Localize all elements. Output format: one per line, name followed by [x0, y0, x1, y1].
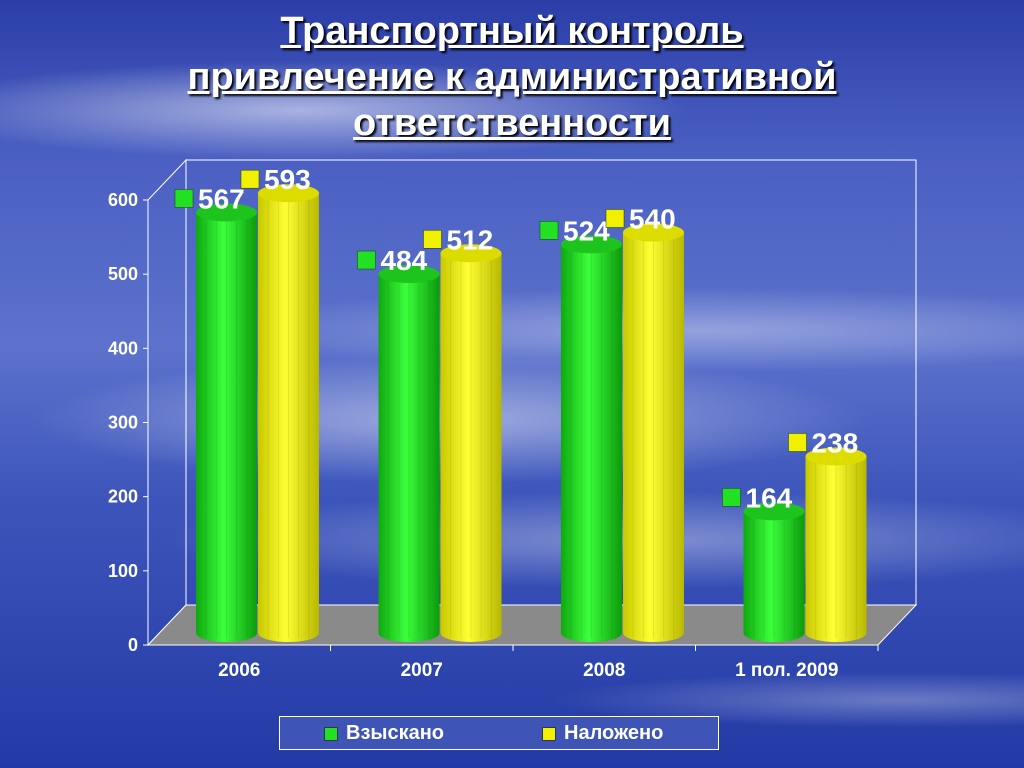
- data-label: 238: [812, 427, 859, 458]
- bar-nalozheno: [623, 232, 684, 642]
- title-line-2: привлечение к административной: [187, 56, 837, 98]
- title-line-1: Транспортный контроль: [280, 10, 744, 52]
- bar-vzyskano: [196, 212, 257, 642]
- data-label: 524: [563, 215, 610, 246]
- x-tick-label: 2006: [218, 660, 260, 681]
- x-tick-label: 2007: [401, 660, 443, 681]
- y-tick-label: 600: [108, 190, 138, 210]
- bar-nalozheno: [258, 193, 319, 643]
- data-label-marker-yellow: [240, 169, 260, 189]
- y-tick-label: 300: [108, 413, 138, 433]
- data-label: 484: [381, 245, 428, 276]
- bar-top-nalozheno: [258, 184, 319, 203]
- data-label-marker-green: [174, 189, 194, 208]
- bar-vzyskano: [378, 274, 440, 642]
- data-label: 512: [447, 224, 494, 255]
- y-tick-label: 0: [128, 635, 138, 655]
- legend-label-yellow: Наложено: [564, 722, 664, 744]
- bar-nalozheno: [805, 456, 867, 642]
- data-label: 164: [746, 482, 793, 513]
- data-label-marker-yellow: [788, 433, 807, 452]
- bar-top-vzyskano: [196, 203, 257, 222]
- bar-vzyskano: [561, 244, 622, 642]
- data-label-marker-green: [539, 221, 559, 240]
- data-label-marker-yellow: [605, 209, 625, 228]
- y-tick-label: 400: [108, 338, 138, 358]
- data-label: 540: [629, 204, 676, 235]
- bar-top-vzyskano: [743, 502, 805, 521]
- legend-swatch-green: [324, 726, 338, 741]
- legend-label-green: Взыскано: [346, 722, 445, 744]
- data-label: 593: [264, 164, 311, 195]
- x-tick-label: 1 пол. 2009: [735, 660, 838, 681]
- legend-item-green: Взыскано: [324, 722, 444, 745]
- bar-top-nalozheno: [623, 223, 684, 242]
- legend: Взыскано Наложено: [279, 716, 719, 750]
- x-tick-label: 2008: [583, 660, 625, 681]
- bar-top-vzyskano: [378, 265, 440, 284]
- chart-side-wall: [147, 158, 187, 647]
- title-line-3: ответственности: [353, 102, 671, 144]
- bar-top-vzyskano: [561, 235, 622, 254]
- y-tick-label: 100: [108, 561, 138, 581]
- legend-item-yellow: Наложено: [542, 722, 663, 745]
- y-tick-label: 200: [108, 487, 138, 507]
- data-label-marker-yellow: [423, 230, 442, 249]
- data-label: 567: [198, 183, 245, 214]
- y-tick-label: 500: [108, 264, 138, 284]
- bar-top-nalozheno: [805, 447, 867, 466]
- data-label-marker-green: [722, 488, 741, 507]
- chart-title: Транспортный контроль привлечение к адми…: [0, 8, 1024, 146]
- data-label-marker-green: [357, 250, 376, 270]
- legend-swatch-yellow: [542, 726, 556, 741]
- bar-top-nalozheno: [440, 244, 502, 263]
- bar-vzyskano: [743, 511, 805, 642]
- bar-nalozheno: [440, 253, 502, 642]
